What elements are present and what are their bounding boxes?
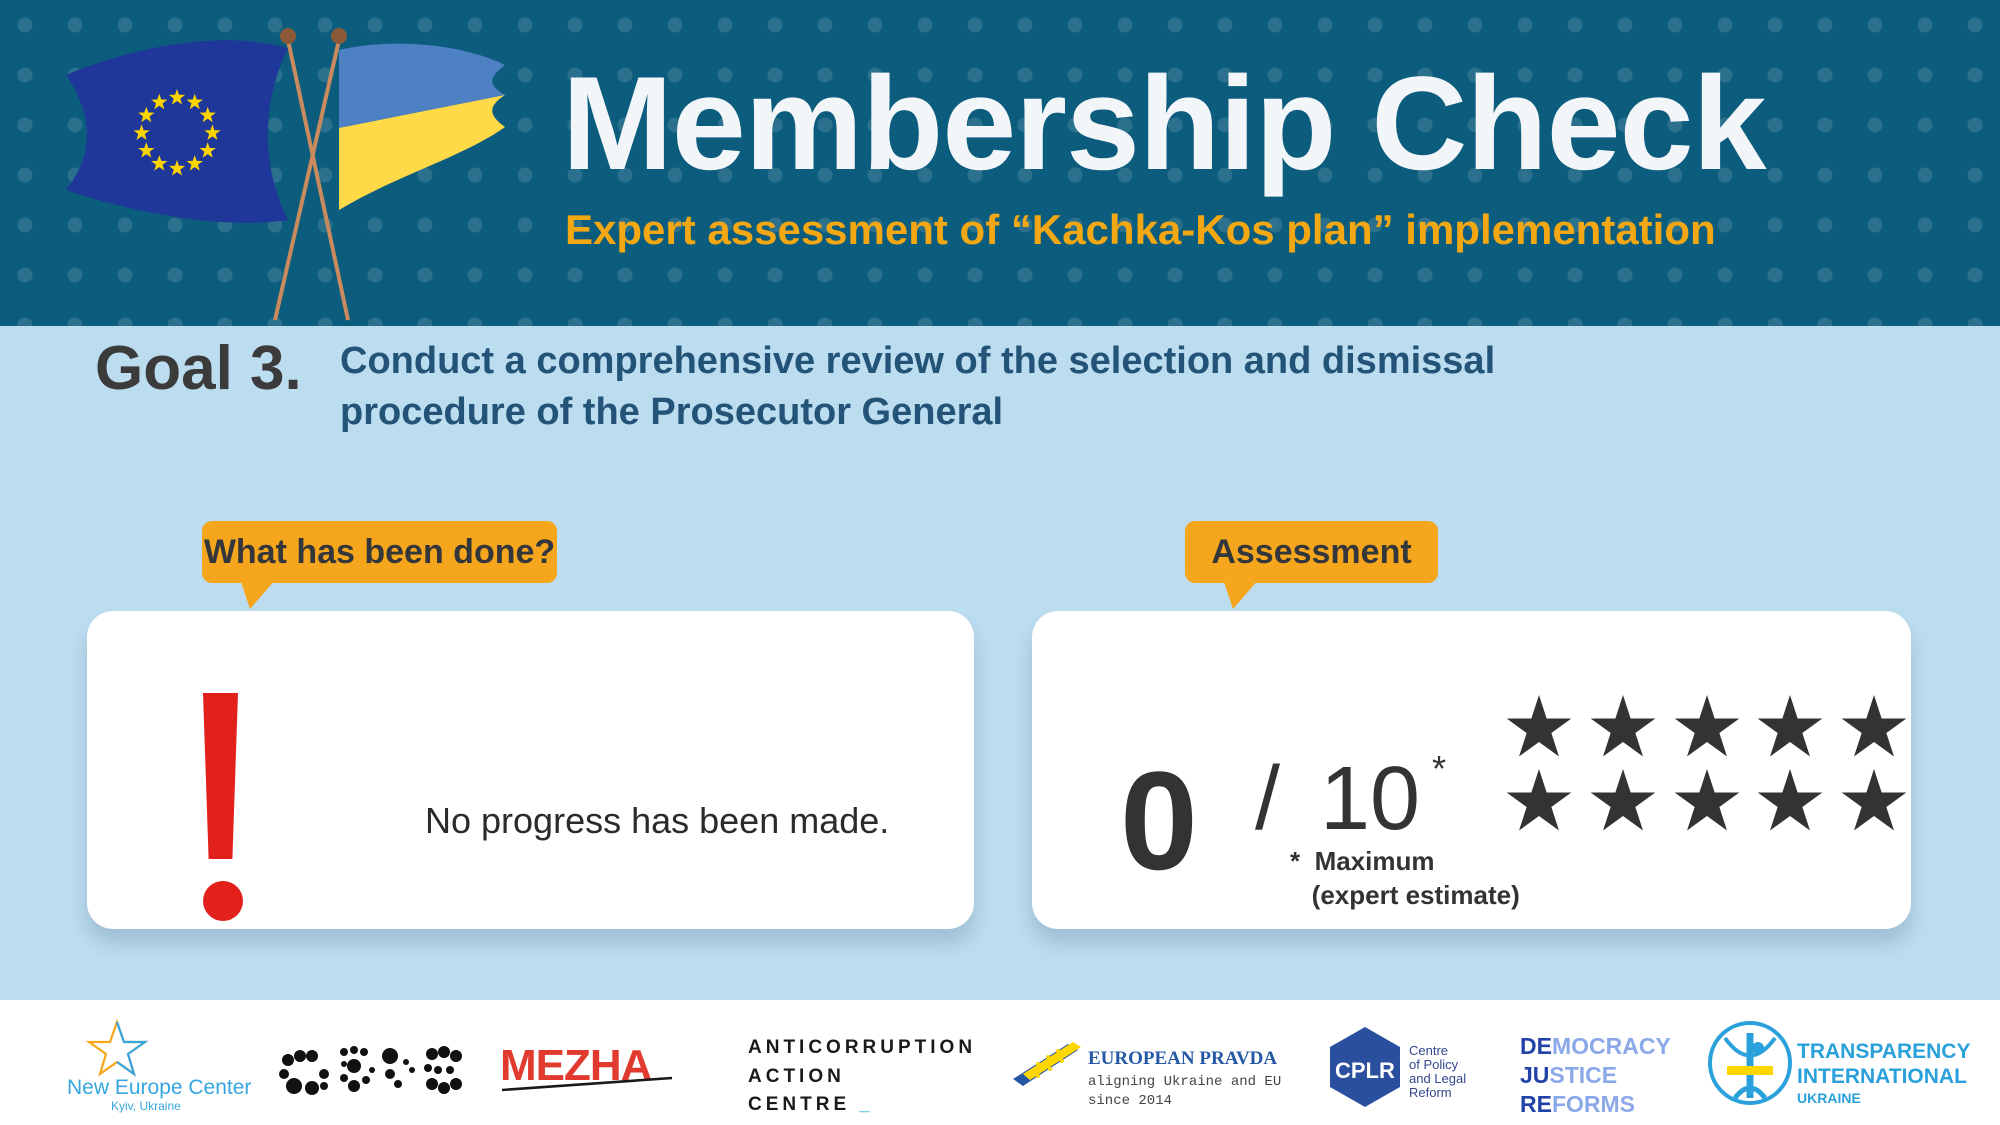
svg-text:since 2014: since 2014 xyxy=(1088,1093,1172,1109)
svg-text:Kyiv, Ukraine: Kyiv, Ukraine xyxy=(111,1099,181,1113)
svg-text:aligning Ukraine and EU: aligning Ukraine and EU xyxy=(1088,1074,1281,1090)
svg-text:UKRAINE: UKRAINE xyxy=(1797,1090,1861,1106)
svg-text:MEZHA: MEZHA xyxy=(500,1041,652,1090)
svg-text:TRANSPARENCY: TRANSPARENCY xyxy=(1797,1040,1970,1063)
svg-text:INTERNATIONAL: INTERNATIONAL xyxy=(1797,1065,1967,1088)
svg-text:Reform: Reform xyxy=(1409,1085,1452,1100)
svg-text:of Policy: of Policy xyxy=(1409,1057,1459,1072)
svg-text:and Legal: and Legal xyxy=(1409,1071,1466,1086)
svg-text:CPLR: CPLR xyxy=(1335,1058,1395,1083)
svg-text:EUROPEAN PRAVDA: EUROPEAN PRAVDA xyxy=(1088,1048,1277,1069)
svg-text:New Europe Center: New Europe Center xyxy=(67,1076,251,1099)
svg-text:Centre: Centre xyxy=(1409,1043,1448,1058)
